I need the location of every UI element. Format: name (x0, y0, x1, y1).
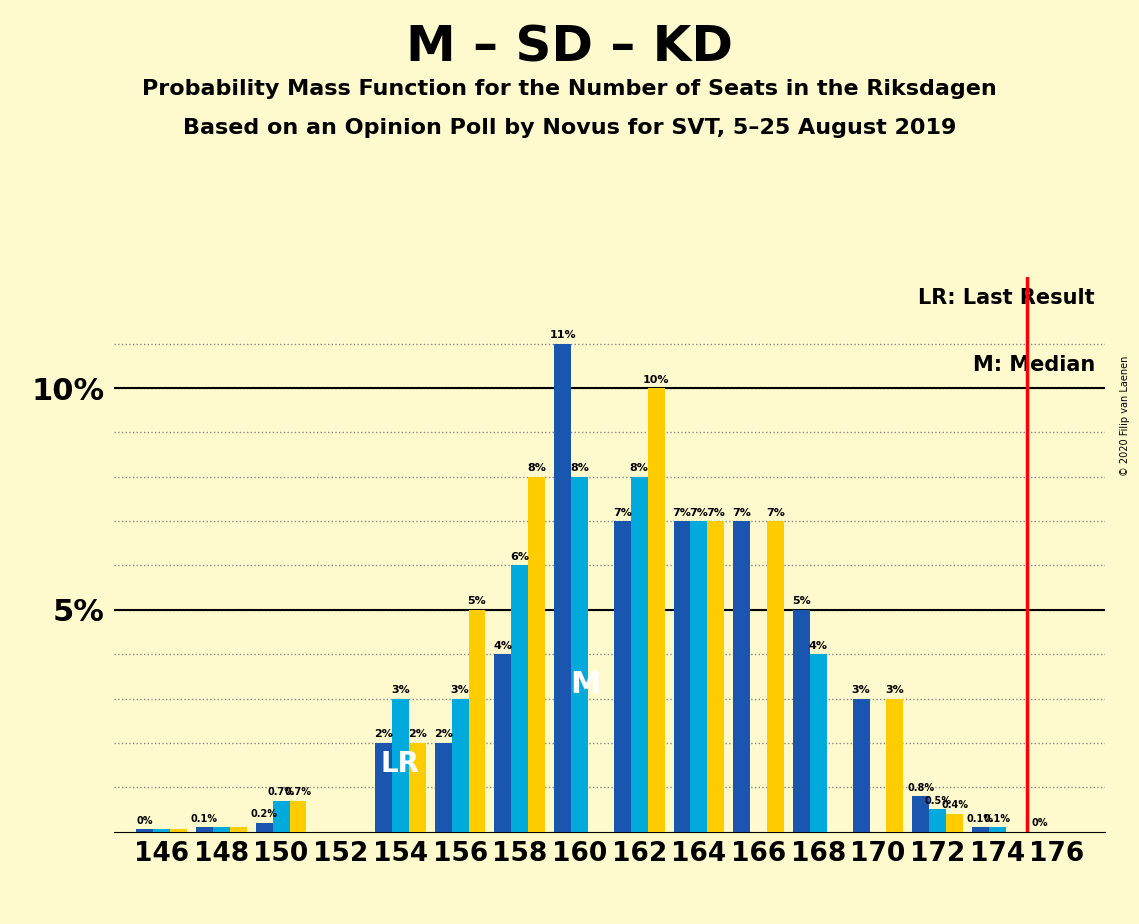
Bar (154, 830, 170, 832)
Text: 11%: 11% (549, 330, 576, 340)
Bar (213, 827, 230, 832)
Bar (571, 477, 588, 832)
Bar (289, 800, 306, 832)
Text: 4%: 4% (809, 640, 828, 650)
Text: 3%: 3% (391, 685, 410, 695)
Text: 7%: 7% (732, 507, 751, 517)
Text: LR: LR (380, 750, 420, 778)
Bar (392, 699, 409, 832)
Text: 5%: 5% (468, 596, 486, 606)
Bar (810, 654, 827, 832)
Bar (614, 521, 631, 832)
Bar (511, 565, 528, 832)
Text: 0.1%: 0.1% (984, 814, 1011, 823)
Bar (631, 477, 648, 832)
Text: M – SD – KD: M – SD – KD (405, 23, 734, 71)
Bar (972, 827, 989, 832)
Text: M: Median: M: Median (973, 355, 1095, 375)
Text: 7%: 7% (672, 507, 691, 517)
Text: 0.4%: 0.4% (941, 800, 968, 810)
Text: 0%: 0% (137, 816, 153, 826)
Text: © 2020 Filip van Laenen: © 2020 Filip van Laenen (1120, 356, 1130, 476)
Bar (947, 814, 964, 832)
Bar (690, 521, 707, 832)
Text: 7%: 7% (689, 507, 708, 517)
Bar (707, 521, 724, 832)
Bar (555, 344, 571, 832)
Text: 8%: 8% (527, 463, 547, 473)
Text: Probability Mass Function for the Number of Seats in the Riksdagen: Probability Mass Function for the Number… (142, 79, 997, 99)
Bar (793, 610, 810, 832)
Bar (452, 699, 468, 832)
Text: 7%: 7% (613, 507, 632, 517)
Bar (767, 521, 784, 832)
Bar (673, 521, 690, 832)
Bar (929, 809, 947, 832)
Bar (494, 654, 511, 832)
Text: 2%: 2% (434, 729, 452, 739)
Bar (886, 699, 903, 832)
Text: 0.8%: 0.8% (907, 783, 934, 793)
Bar (409, 743, 426, 832)
Text: 0.2%: 0.2% (251, 809, 278, 820)
Text: 4%: 4% (493, 640, 513, 650)
Bar (912, 796, 929, 832)
Bar (648, 388, 664, 832)
Text: 7%: 7% (767, 507, 785, 517)
Bar (170, 830, 187, 832)
Text: 3%: 3% (451, 685, 469, 695)
Bar (272, 800, 289, 832)
Bar (528, 477, 546, 832)
Text: 5%: 5% (792, 596, 811, 606)
Bar (734, 521, 751, 832)
Bar (137, 830, 154, 832)
Bar (435, 743, 452, 832)
Bar (853, 699, 869, 832)
Bar (255, 822, 272, 832)
Text: 8%: 8% (571, 463, 589, 473)
Text: LR: Last Result: LR: Last Result (918, 288, 1095, 309)
Text: 0.5%: 0.5% (924, 796, 951, 806)
Text: 0.1%: 0.1% (967, 814, 994, 823)
Text: 6%: 6% (510, 552, 530, 562)
Text: M: M (571, 670, 600, 699)
Text: 8%: 8% (630, 463, 648, 473)
Bar (375, 743, 392, 832)
Text: 0%: 0% (1032, 818, 1048, 828)
Text: 3%: 3% (852, 685, 870, 695)
Bar (230, 827, 247, 832)
Text: Based on an Opinion Poll by Novus for SVT, 5–25 August 2019: Based on an Opinion Poll by Novus for SV… (183, 118, 956, 139)
Text: 3%: 3% (885, 685, 904, 695)
Bar (468, 610, 485, 832)
Text: 2%: 2% (374, 729, 393, 739)
Text: 2%: 2% (408, 729, 427, 739)
Bar (989, 827, 1006, 832)
Text: 0.1%: 0.1% (191, 814, 218, 823)
Text: 0.7%: 0.7% (268, 787, 295, 797)
Bar (196, 827, 213, 832)
Text: 0.7%: 0.7% (285, 787, 311, 797)
Text: 7%: 7% (706, 507, 726, 517)
Text: 10%: 10% (642, 374, 670, 384)
